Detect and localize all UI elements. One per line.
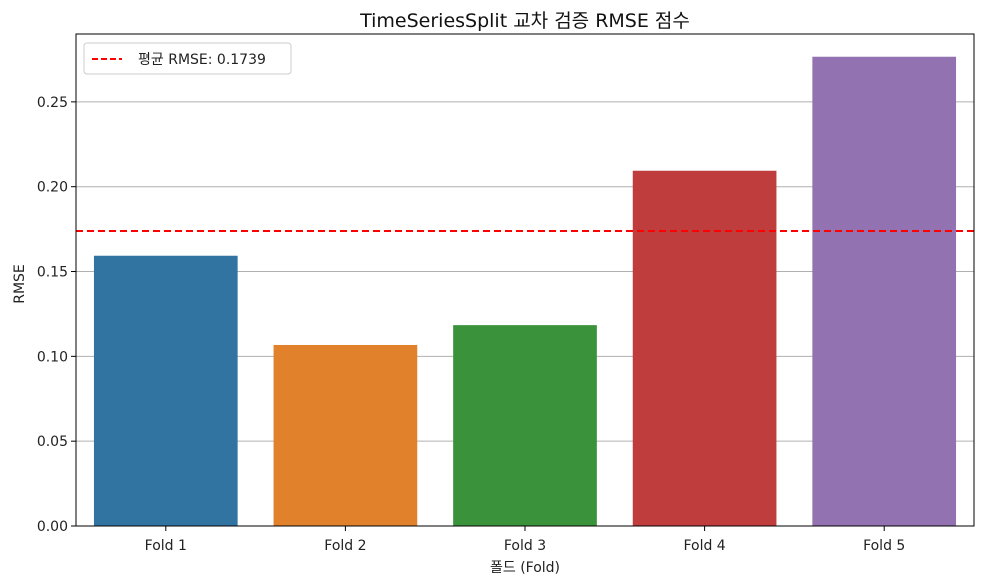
legend-box [83,42,292,75]
x-axis: Fold 1 Fold 2 Fold 3 Fold 4 Fold 5 [145,526,905,554]
x-tick-label: Fold 5 [863,538,905,554]
x-tick-label: Fold 2 [324,538,366,554]
bar [453,325,597,526]
y-tick-label: 0.20 [37,180,68,196]
y-axis: 0.00 0.05 0.10 0.15 0.20 0.25 [37,95,76,535]
y-tick-label: 0.15 [37,265,68,281]
y-tick-label: 0.00 [37,519,68,535]
bar [93,255,238,526]
bars [93,56,957,526]
bar [632,170,777,526]
y-axis-label: RMSE [12,264,28,304]
bar [812,56,957,526]
y-tick-label: 0.10 [37,349,68,365]
y-tick-label: 0.25 [37,95,68,111]
y-tick-label: 0.05 [37,434,68,450]
chart-title: TimeSeriesSplit 교차 검증 RMSE 점수 [359,10,690,32]
x-tick-label: Fold 1 [145,538,187,554]
x-tick-label: Fold 3 [504,538,546,554]
legend-mean-label: 평균 RMSE: 0.1739 [138,52,266,68]
x-axis-label: 폴드 (Fold) [490,560,560,576]
bar [273,344,418,526]
x-tick-label: Fold 4 [683,538,725,554]
legend: 평균 RMSE: 0.1739 [83,42,292,75]
